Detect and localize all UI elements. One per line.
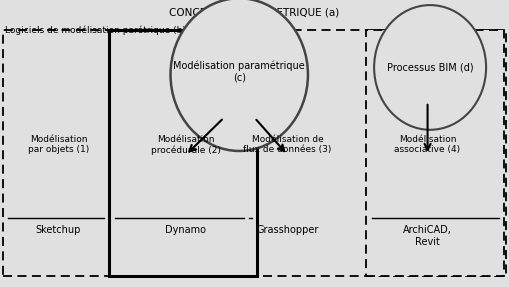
- Text: Modélisation de
flux de données (3): Modélisation de flux de données (3): [243, 135, 332, 154]
- Text: Processus BIM (d): Processus BIM (d): [387, 63, 473, 72]
- Text: ArchiCAD,
Revit: ArchiCAD, Revit: [403, 225, 452, 247]
- Bar: [109, 30, 257, 276]
- Text: Modélisation paramétrique
(c): Modélisation paramétrique (c): [174, 61, 305, 83]
- Text: CONCEPTION PARAMETRIQUE (a): CONCEPTION PARAMETRIQUE (a): [169, 7, 340, 17]
- Text: Logiciels de modélisation parétrique (b): Logiciels de modélisation parétrique (b): [5, 26, 186, 35]
- Text: Sketchup: Sketchup: [36, 225, 81, 235]
- Ellipse shape: [374, 5, 486, 130]
- Ellipse shape: [171, 0, 308, 151]
- Text: Modélisation
par objets (1): Modélisation par objets (1): [28, 135, 89, 154]
- Bar: [366, 30, 504, 276]
- Bar: [3, 30, 506, 276]
- Text: Modélisation
procédurale (2): Modélisation procédurale (2): [151, 135, 221, 155]
- Text: Modélisation
associative (4): Modélisation associative (4): [394, 135, 461, 154]
- Text: Dynamo: Dynamo: [165, 225, 206, 235]
- Text: Grasshopper: Grasshopper: [257, 225, 319, 235]
